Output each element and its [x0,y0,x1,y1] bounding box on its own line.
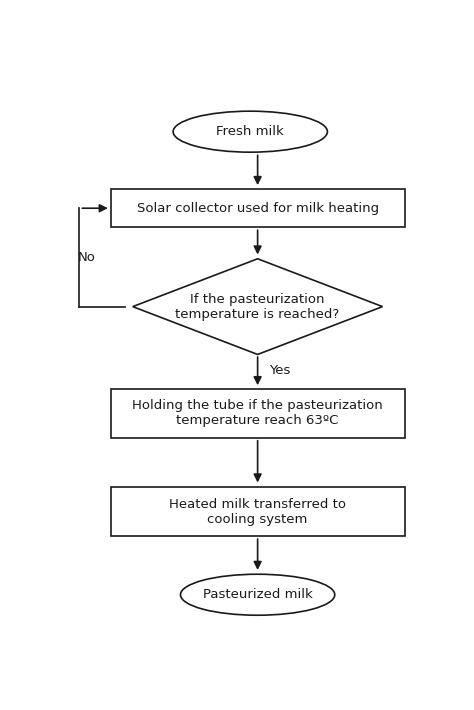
Text: Heated milk transferred to
cooling system: Heated milk transferred to cooling syste… [169,498,346,525]
Text: Solar collector used for milk heating: Solar collector used for milk heating [137,202,379,214]
Text: Fresh milk: Fresh milk [217,125,284,138]
Polygon shape [133,258,383,354]
Bar [110,487,405,536]
Bar [110,189,405,227]
Text: Holding the tube if the pasteurization
temperature reach 63ºC: Holding the tube if the pasteurization t… [132,399,383,427]
Text: No: No [78,251,96,264]
Text: Pasteurized milk: Pasteurized milk [203,588,312,601]
Bar [110,388,405,438]
Ellipse shape [173,111,328,152]
Ellipse shape [181,574,335,616]
Text: Yes: Yes [269,364,290,377]
Text: If the pasteurization
temperature is reached?: If the pasteurization temperature is rea… [175,293,340,321]
